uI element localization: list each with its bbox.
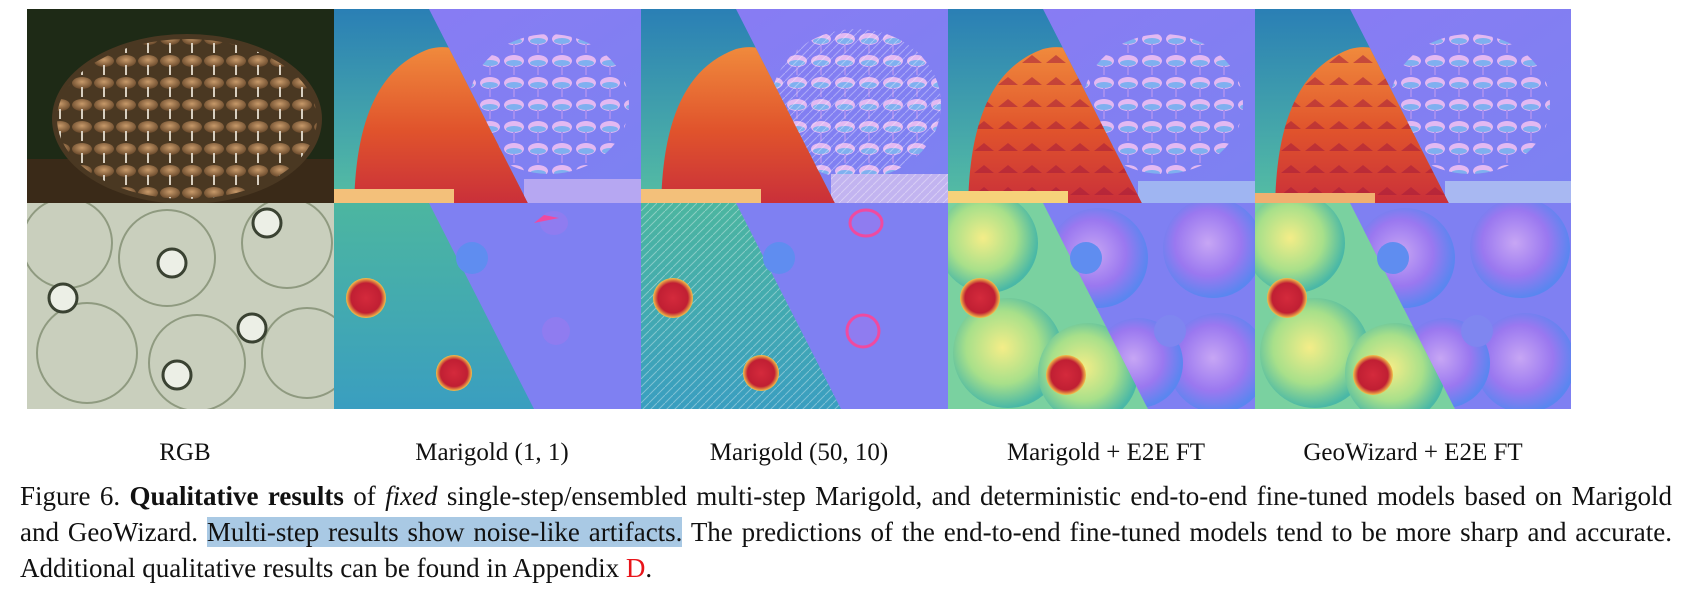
caption-text: single-step/ensembled multi-step Marigol… — [20, 481, 1673, 547]
mushrooms-marigold-e2e-ft-image — [948, 9, 1264, 215]
bottles-marigold-1-1-image — [334, 203, 650, 409]
column-label-marigold-50-10: Marigold (50, 10) — [709, 439, 889, 466]
column-label-rgb: RGB — [159, 439, 211, 466]
caption-text: of — [343, 481, 386, 511]
column-label-geowizard-e2e-ft: GeoWizard + E2E FT — [1303, 439, 1523, 466]
caption-text: The predictions of the end-to-end fine-t… — [20, 517, 1672, 583]
caption-text: . — [645, 553, 653, 583]
mushrooms-marigold-1-1-image — [334, 9, 650, 215]
mushrooms-rgb-image — [27, 9, 343, 215]
caption-emphasis: fixed — [385, 481, 438, 511]
figure-number: Figure 6. — [20, 481, 121, 511]
mushrooms-marigold-50-10-image — [641, 9, 957, 215]
bottles-rgb-image — [27, 203, 343, 409]
bottles-geowizard-e2e-ft-image — [1255, 203, 1571, 409]
caption-title: Qualitative results — [129, 481, 344, 511]
column-label-marigold-1-1: Marigold (1, 1) — [415, 439, 569, 466]
figure-grid — [27, 9, 1673, 429]
bottles-marigold-50-10-image — [641, 203, 957, 409]
bottles-marigold-e2e-ft-image — [948, 203, 1264, 409]
highlighted-text[interactable]: Multi-step results show noise-like artif… — [206, 517, 683, 547]
figure-caption: Figure 6. Qualitative results of fixed s… — [20, 478, 1672, 586]
column-label-marigold-e2e-ft: Marigold + E2E FT — [1006, 439, 1206, 466]
mushrooms-geowizard-e2e-ft-image — [1255, 9, 1571, 215]
appendix-link[interactable]: D — [625, 553, 646, 583]
